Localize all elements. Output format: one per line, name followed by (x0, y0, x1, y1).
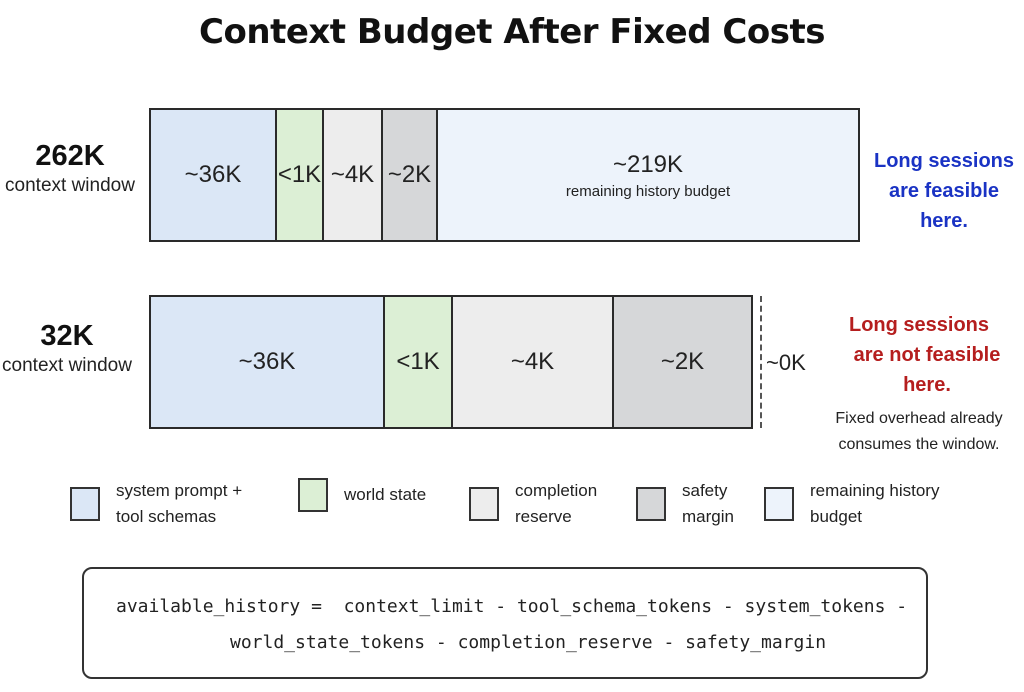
segment-value: <1K (277, 161, 322, 188)
segment-completion-reserve: ~4K (324, 110, 383, 240)
segment-safety-margin: ~2K (614, 297, 751, 427)
note-detail: consumes the window. (838, 436, 1000, 453)
legend-swatch (298, 478, 328, 512)
segment-sublabel: remaining history budget (565, 182, 731, 200)
segment-remaining-history: ~219K remaining history budget (438, 110, 858, 240)
legend-label: system prompt + tool schemas (116, 481, 243, 526)
legend-label: completion reserve (515, 481, 598, 526)
context-size: 32K (40, 320, 94, 352)
segment-system-prompt: ~36K (151, 110, 277, 240)
segment-value: ~36K (184, 161, 242, 188)
legend-swatch (70, 487, 100, 521)
legend-system-prompt: system prompt + tool schemas (70, 478, 242, 530)
segment-value: ~4K (330, 161, 375, 188)
segment-value: <1K (396, 348, 440, 375)
segment-world-state: <1K (277, 110, 324, 240)
segment-safety-margin: ~2K (383, 110, 438, 240)
legend-label: world state (344, 485, 427, 504)
note-line: Long sessions (848, 314, 990, 336)
segment-value: ~219K (612, 150, 684, 178)
legend-label: remaining history budget (810, 481, 940, 526)
legend-safety-margin: safety margin (636, 478, 734, 530)
segment-world-state: <1K (385, 297, 453, 427)
note-line: Long sessions (873, 150, 1015, 172)
remaining-dashed-edge (752, 296, 762, 428)
note-line: are not feasible here. (853, 344, 1001, 396)
note-detail: Fixed overhead already (835, 410, 1003, 427)
remaining-zero-label: ~0K (766, 350, 806, 375)
legend-completion-reserve: completion reserve (469, 478, 597, 530)
legend-swatch (636, 487, 666, 521)
segment-value: ~4K (510, 348, 555, 375)
note-line: are feasible here. (888, 180, 1000, 232)
legend-swatch (469, 487, 499, 521)
segment-value: ~36K (238, 348, 296, 375)
legend-world-state: world state (298, 478, 426, 512)
legend-label: safety margin (682, 481, 734, 526)
context-caption: context window (2, 355, 132, 376)
note-feasible: Long sessions are feasible here. (864, 146, 1024, 236)
segment-value: ~2K (660, 348, 705, 375)
note-not-feasible: Long sessions are not feasible here. Fix… (814, 310, 1024, 458)
formula-line-2: world_state_tokens - completion_reserve … (230, 632, 827, 653)
row-label-32k: 32K context window (0, 320, 134, 377)
context-size: 262K (35, 140, 105, 172)
legend-remaining-history: remaining history budget (764, 478, 939, 530)
segment-system-prompt: ~36K (151, 297, 385, 427)
legend-swatch (764, 487, 794, 521)
segment-value: ~2K (387, 161, 432, 188)
diagram-title: Context Budget After Fixed Costs (199, 12, 825, 52)
segment-completion-reserve: ~4K (453, 297, 614, 427)
formula-box: available_history = context_limit - tool… (82, 567, 928, 679)
row-label-262k: 262K context window (0, 140, 140, 197)
formula-line-1: available_history = context_limit - tool… (116, 596, 908, 617)
budget-bar-32k: ~36K <1K ~4K ~2K (149, 295, 753, 429)
context-caption: context window (5, 175, 135, 196)
budget-bar-262k: ~36K <1K ~4K ~2K ~219K remaining history… (149, 108, 860, 242)
